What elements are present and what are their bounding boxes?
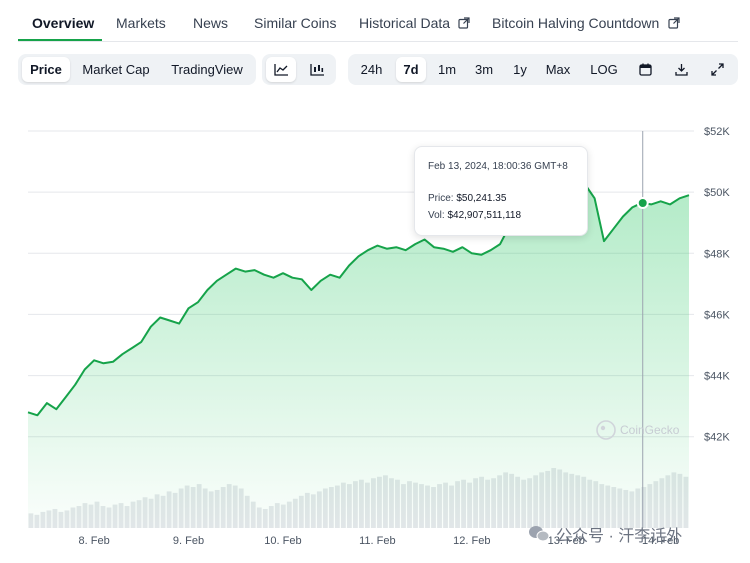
metric-tradingview-button[interactable]: TradingView bbox=[171, 62, 243, 77]
tab-overview[interactable]: Overview bbox=[32, 15, 95, 31]
chart-tooltip: Feb 13, 2024, 18:00:36 GMT+8 Price: $50,… bbox=[414, 146, 588, 236]
x-tick-label: 14. Feb bbox=[642, 535, 679, 547]
coingecko-watermark: CoinGecko bbox=[596, 420, 679, 440]
x-tick-label: 9. Feb bbox=[173, 535, 204, 547]
download-button[interactable] bbox=[666, 57, 696, 82]
y-tick-label: $50K bbox=[704, 187, 730, 199]
calendar-button[interactable] bbox=[630, 57, 660, 82]
range-max-button[interactable]: Max bbox=[545, 62, 571, 77]
range-1m-button[interactable]: 1m bbox=[437, 62, 457, 77]
wechat-icon bbox=[529, 526, 550, 542]
wechat-overlay: 公众号 · 汗李话外 bbox=[528, 522, 682, 546]
range-7d-button[interactable]: 7d bbox=[396, 57, 426, 82]
candlestick-chart-icon bbox=[309, 64, 324, 76]
tab-similar-coins[interactable]: Similar Coins bbox=[254, 15, 337, 31]
tab-markets[interactable]: Markets bbox=[116, 15, 166, 31]
y-tick-label: $46K bbox=[704, 309, 730, 321]
watermark-text: CoinGecko bbox=[620, 423, 680, 437]
range-1y-button[interactable]: 1y bbox=[513, 62, 527, 77]
metric-selector: Price Market Cap TradingView bbox=[18, 54, 256, 85]
tab-historical-data[interactable]: Historical Data bbox=[359, 15, 471, 33]
x-axis-ticks: 8. Feb 9. Feb 10. Feb 11. Feb 12. Feb 13. Feb… bbox=[79, 535, 680, 547]
x-tick-label: 8. Feb bbox=[79, 535, 110, 547]
tooltip-date: Feb 13, 2024, 18:00:36 GMT+8 bbox=[428, 161, 568, 172]
tab-news[interactable]: News bbox=[193, 15, 229, 31]
tab-bitcoin-halving[interactable]: Bitcoin Halving Countdown bbox=[492, 15, 680, 33]
external-link-icon bbox=[668, 17, 680, 29]
y-tick-label: $48K bbox=[704, 248, 730, 260]
price-area bbox=[28, 184, 689, 528]
candlestick-chart-button[interactable] bbox=[302, 57, 332, 82]
line-chart-icon bbox=[273, 64, 288, 76]
x-tick-label: 13. Feb bbox=[548, 535, 585, 547]
y-tick-label: $52K bbox=[704, 126, 730, 138]
tooltip-price-value: $50,241.35 bbox=[456, 193, 507, 204]
x-tick-label: 11. Feb bbox=[359, 535, 396, 547]
tab-bitcoin-halving-label: Bitcoin Halving Countdown bbox=[492, 15, 660, 31]
tab-historical-data-label: Historical Data bbox=[359, 15, 451, 31]
log-scale-button[interactable]: LOG bbox=[590, 62, 618, 77]
top-tabs: Overview Markets News Similar Coins Hist… bbox=[18, 0, 738, 42]
hover-point bbox=[636, 196, 649, 209]
coingecko-logo-icon bbox=[596, 420, 616, 440]
fullscreen-button[interactable] bbox=[702, 57, 732, 82]
range-24h-button[interactable]: 24h bbox=[360, 62, 383, 77]
tooltip-volume: Vol: $42,907,511,118 bbox=[428, 210, 521, 221]
external-link-icon bbox=[458, 17, 471, 29]
tooltip-price: Price: $50,241.35 bbox=[428, 193, 506, 204]
download-icon bbox=[674, 64, 688, 76]
line-chart-button[interactable] bbox=[266, 57, 296, 82]
calendar-icon bbox=[638, 63, 652, 76]
tooltip-vol-value: $42,907,511,118 bbox=[447, 210, 522, 221]
chart-type-selector bbox=[262, 54, 336, 85]
range-3m-button[interactable]: 3m bbox=[474, 62, 494, 77]
y-tick-label: $44K bbox=[704, 371, 730, 383]
x-tick-label: 10. Feb bbox=[264, 535, 301, 547]
price-chart[interactable]: $42K $44K $46K $48K $50K $52K 8. Feb 9. Feb 10.… bbox=[0, 100, 750, 563]
active-tab-underline bbox=[18, 39, 102, 41]
range-selector: 24h 7d 1m 3m 1y Max LOG bbox=[348, 54, 738, 85]
y-tick-label: $42K bbox=[704, 432, 730, 444]
tooltip-price-label: Price: bbox=[428, 193, 454, 204]
tooltip-vol-label: Vol: bbox=[428, 210, 445, 221]
y-axis-ticks: $42K $44K $46K $48K $50K $52K bbox=[704, 126, 730, 444]
metric-price-button[interactable]: Price bbox=[22, 57, 70, 82]
metric-market-cap-button[interactable]: Market Cap bbox=[82, 62, 150, 77]
wechat-overlay-text: 公众号 · 汗李话外 bbox=[556, 528, 683, 545]
x-tick-label: 12. Feb bbox=[453, 535, 490, 547]
expand-icon bbox=[710, 63, 724, 76]
